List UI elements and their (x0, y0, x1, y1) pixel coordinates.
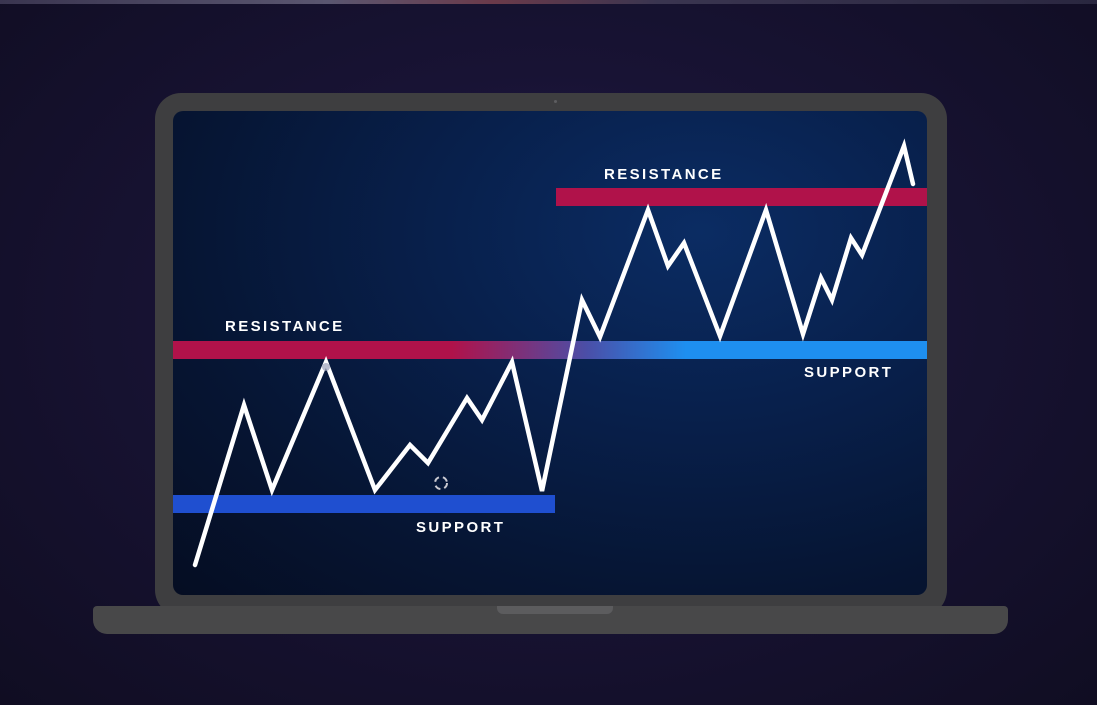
resistance-band-upper (556, 188, 927, 206)
support-label-upper: SUPPORT (804, 364, 894, 381)
laptop-trackpad-notch (497, 606, 613, 614)
support-label-lower: SUPPORT (416, 519, 506, 536)
resistance-support-flip-band (173, 341, 927, 359)
support-band-lower (173, 495, 555, 513)
price-line (192, 138, 916, 568)
resistance-label-lower: RESISTANCE (225, 318, 345, 335)
resistance-label-upper: RESISTANCE (604, 166, 724, 183)
marker-dot (322, 363, 330, 371)
loading-spinner-icon (434, 476, 448, 490)
webcam-dot (554, 100, 557, 103)
top-edge-strip (0, 0, 1097, 4)
